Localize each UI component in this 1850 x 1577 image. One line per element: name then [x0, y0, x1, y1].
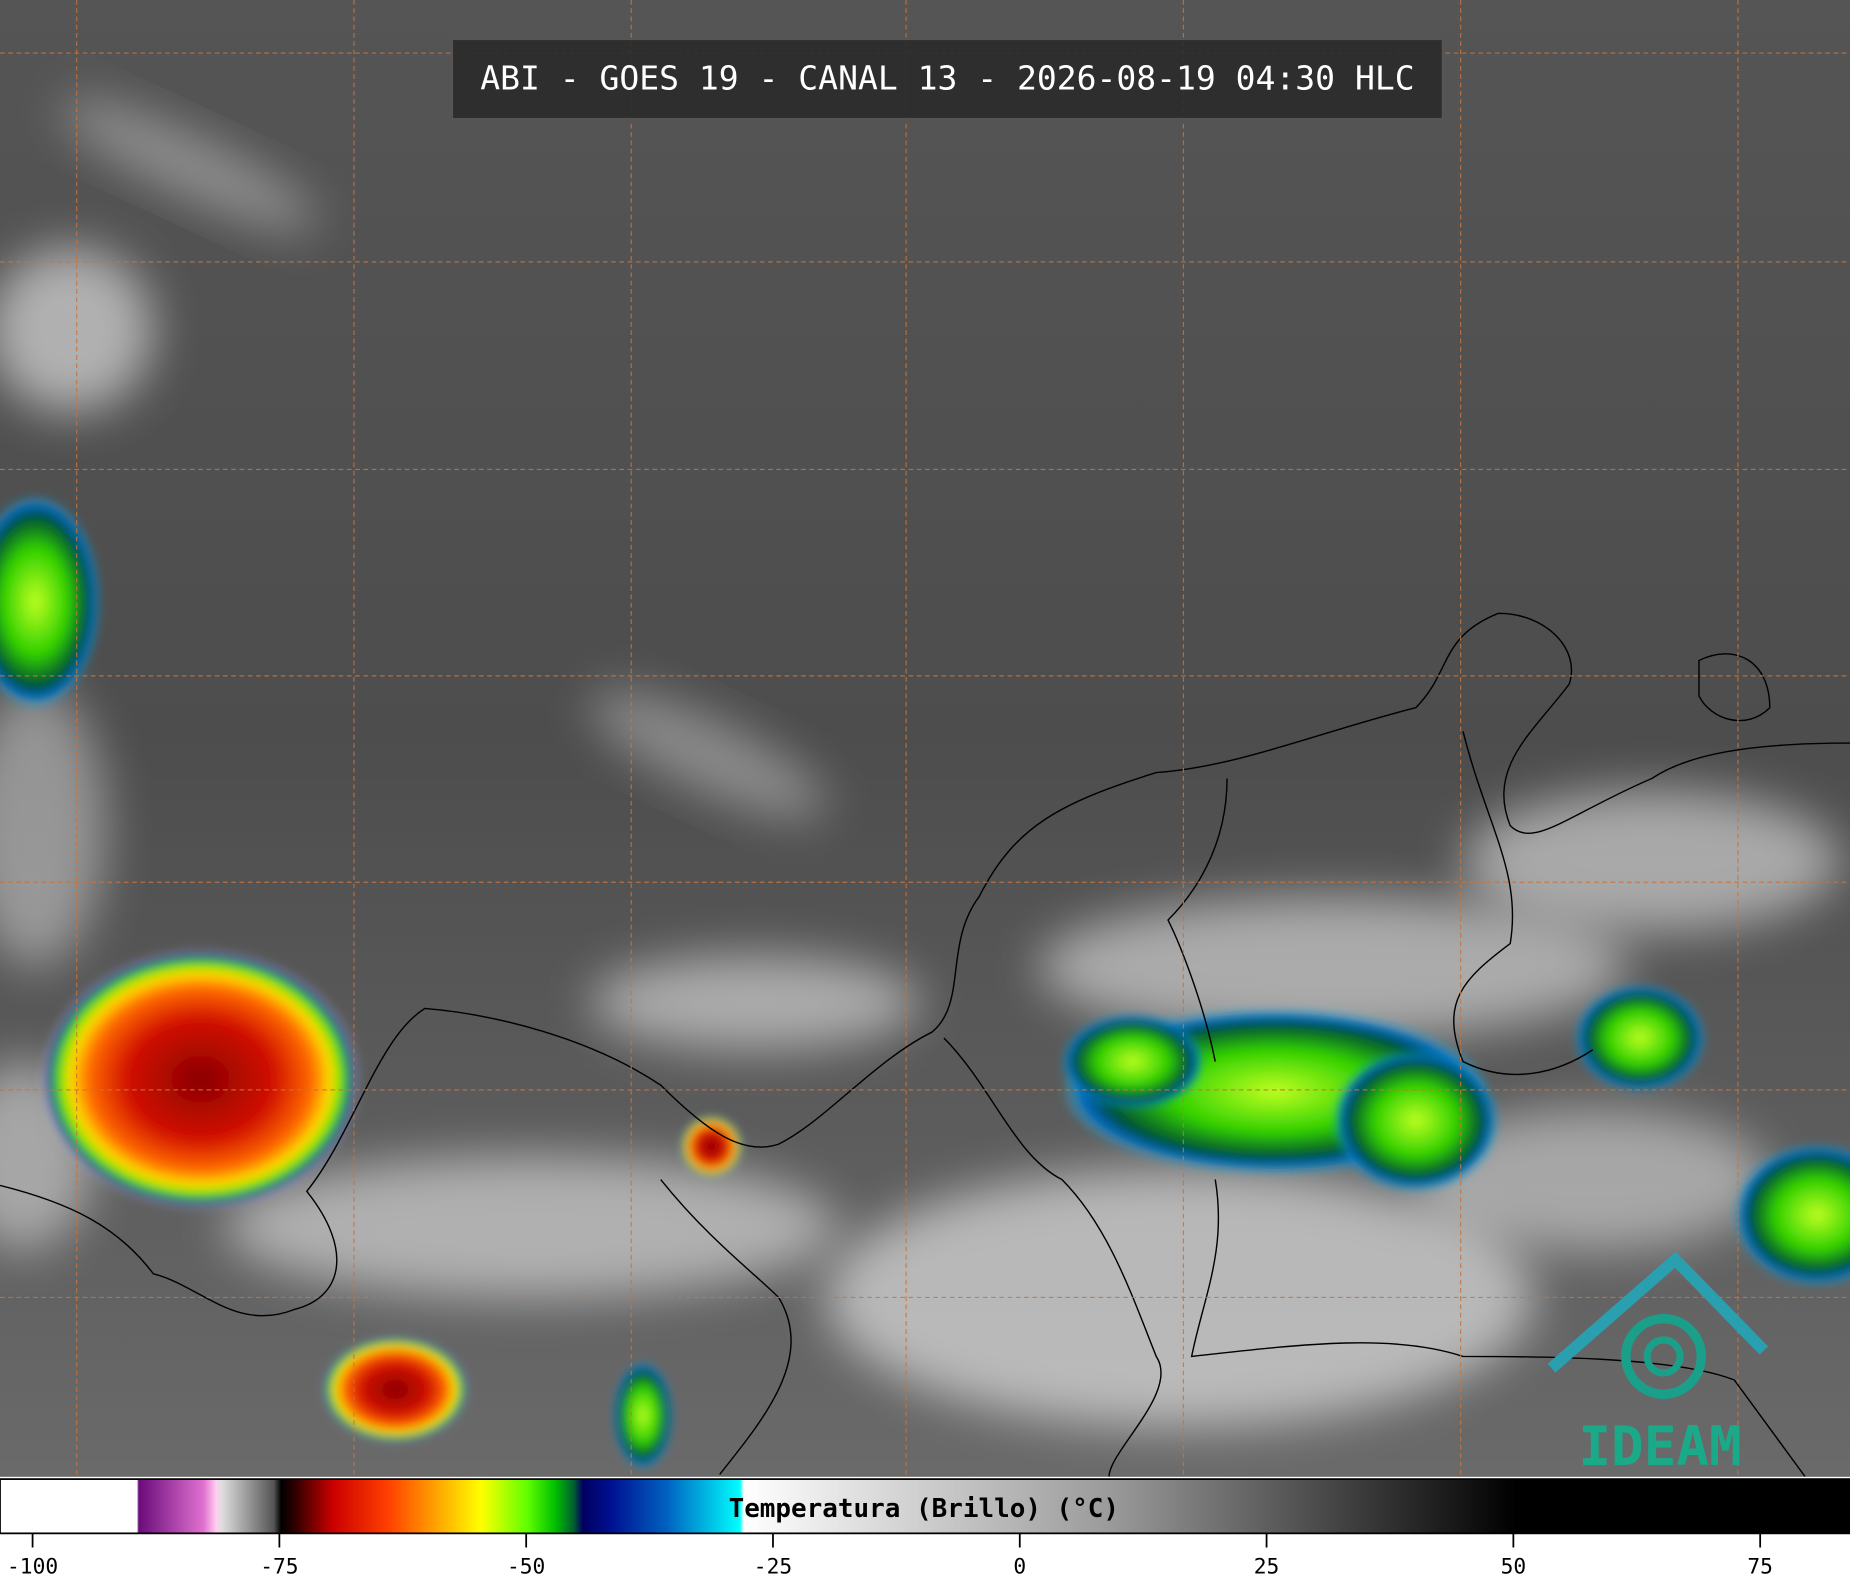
- title-box: ABI - GOES 19 - CANAL 13 - 2026-08-19 04…: [450, 37, 1445, 121]
- colorbar-label: Temperatura (Brillo) (°C): [729, 1494, 1119, 1524]
- tick-label: 75: [1747, 1554, 1773, 1577]
- title: ABI - GOES 19 - CANAL 13 - 2026-08-19 04…: [480, 59, 1414, 98]
- tick-label: -100: [7, 1554, 58, 1577]
- tick-label: 25: [1254, 1554, 1280, 1577]
- coastlines: [0, 612, 1850, 1478]
- clouds: [0, 99, 1841, 1428]
- colorbar-ticks: -100 -75 -50 -25 0 25 50 75: [7, 1533, 1773, 1577]
- tick-label: -50: [507, 1554, 545, 1577]
- convective-cells: [0, 495, 1850, 1469]
- tick-label: 50: [1501, 1554, 1527, 1577]
- tick-label: 0: [1013, 1554, 1026, 1577]
- logo: IDEAM: [1547, 1251, 1769, 1478]
- colorbar: [0, 1478, 1850, 1535]
- tick-label: -25: [754, 1554, 792, 1577]
- logo-text: IDEAM: [1578, 1415, 1741, 1478]
- graticule: [0, 0, 1850, 1477]
- tick-label: -75: [260, 1554, 298, 1577]
